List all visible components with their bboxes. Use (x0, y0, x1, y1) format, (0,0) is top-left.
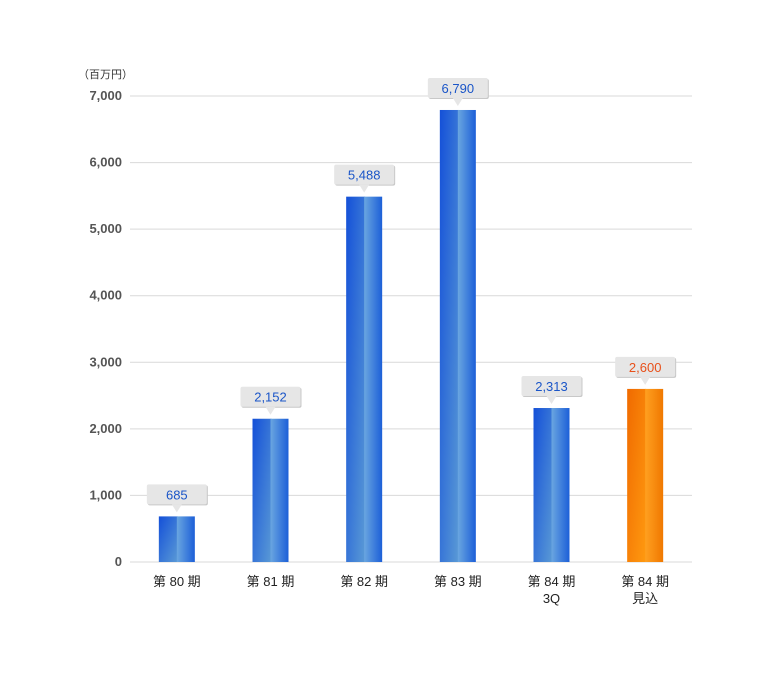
data-label-callout: 2,152 (240, 386, 302, 415)
bar-right-face (457, 109, 476, 562)
data-label: 2,600 (629, 360, 662, 375)
data-label: 6,790 (442, 81, 475, 96)
callout-pointer (359, 184, 370, 193)
bar-right-face (270, 418, 289, 562)
callout-pointer (171, 504, 182, 513)
x-tick-label: 第 84 期 (621, 574, 669, 589)
y-tick-label: 0 (115, 554, 122, 569)
callout-pointer (265, 406, 276, 415)
callout-box (427, 77, 488, 98)
y-tick-label: 4,000 (89, 288, 122, 303)
y-tick-label: 6,000 (89, 155, 122, 170)
data-labels: 685 2,152 5,488 6,790 2,313 2,600 (146, 77, 677, 513)
y-tick-label: 3,000 (89, 354, 122, 369)
data-label: 685 (166, 487, 188, 502)
data-label: 2,152 (254, 390, 287, 405)
bar-right-face (551, 408, 570, 562)
x-tick-label: 第 84 期 (528, 574, 576, 589)
bar-left-face (439, 109, 459, 562)
x-tick-label: 3Q (543, 591, 560, 606)
x-tick-label: 第 83 期 (434, 574, 482, 589)
bar (439, 109, 476, 562)
bar-right-face (645, 388, 664, 562)
bar-left-face (252, 418, 272, 562)
data-label-callout: 6,790 (427, 77, 489, 106)
x-tick-label: 第 81 期 (247, 574, 295, 589)
bar (158, 516, 195, 562)
bar (346, 196, 383, 562)
data-label: 5,488 (348, 168, 381, 183)
data-label: 2,313 (535, 379, 568, 394)
bar-left-face (627, 388, 647, 562)
callout-box (334, 164, 395, 185)
bar-left-face (346, 196, 366, 562)
data-label-callout: 2,600 (615, 356, 677, 385)
data-label-callout: 2,313 (521, 376, 583, 405)
y-axis-unit-label: （百万円） (78, 68, 133, 81)
data-label-callout: 5,488 (334, 164, 396, 193)
callout-box (240, 386, 301, 407)
bar-right-face (176, 516, 195, 562)
y-tick-label: 5,000 (89, 221, 122, 236)
bar (533, 408, 570, 562)
bar (627, 388, 664, 562)
callout-box (615, 356, 676, 377)
bar (252, 418, 289, 562)
callout-pointer (640, 376, 651, 385)
callout-box (146, 484, 207, 505)
bar-left-face (158, 516, 178, 562)
x-tick-label: 見込 (632, 591, 658, 606)
x-tick-label: 第 80 期 (153, 574, 201, 589)
y-tick-label: 1,000 (89, 487, 122, 502)
data-label-callout: 685 (146, 484, 208, 513)
y-tick-label: 2,000 (89, 421, 122, 436)
gridlines (130, 95, 692, 563)
x-axis: 第 80 期第 81 期第 82 期第 83 期第 84 期3Q第 84 期見込 (153, 574, 669, 606)
y-axis: 0 1,000 2,000 3,000 4,000 5,000 6,000 7,000 (89, 88, 122, 569)
bars (158, 109, 664, 562)
bar-right-face (364, 196, 383, 562)
callout-pointer (546, 396, 557, 405)
bar-left-face (533, 408, 553, 562)
x-tick-label: 第 82 期 (340, 574, 388, 589)
callout-pointer (452, 97, 463, 106)
callout-box (521, 376, 582, 397)
y-tick-label: 7,000 (89, 88, 122, 103)
